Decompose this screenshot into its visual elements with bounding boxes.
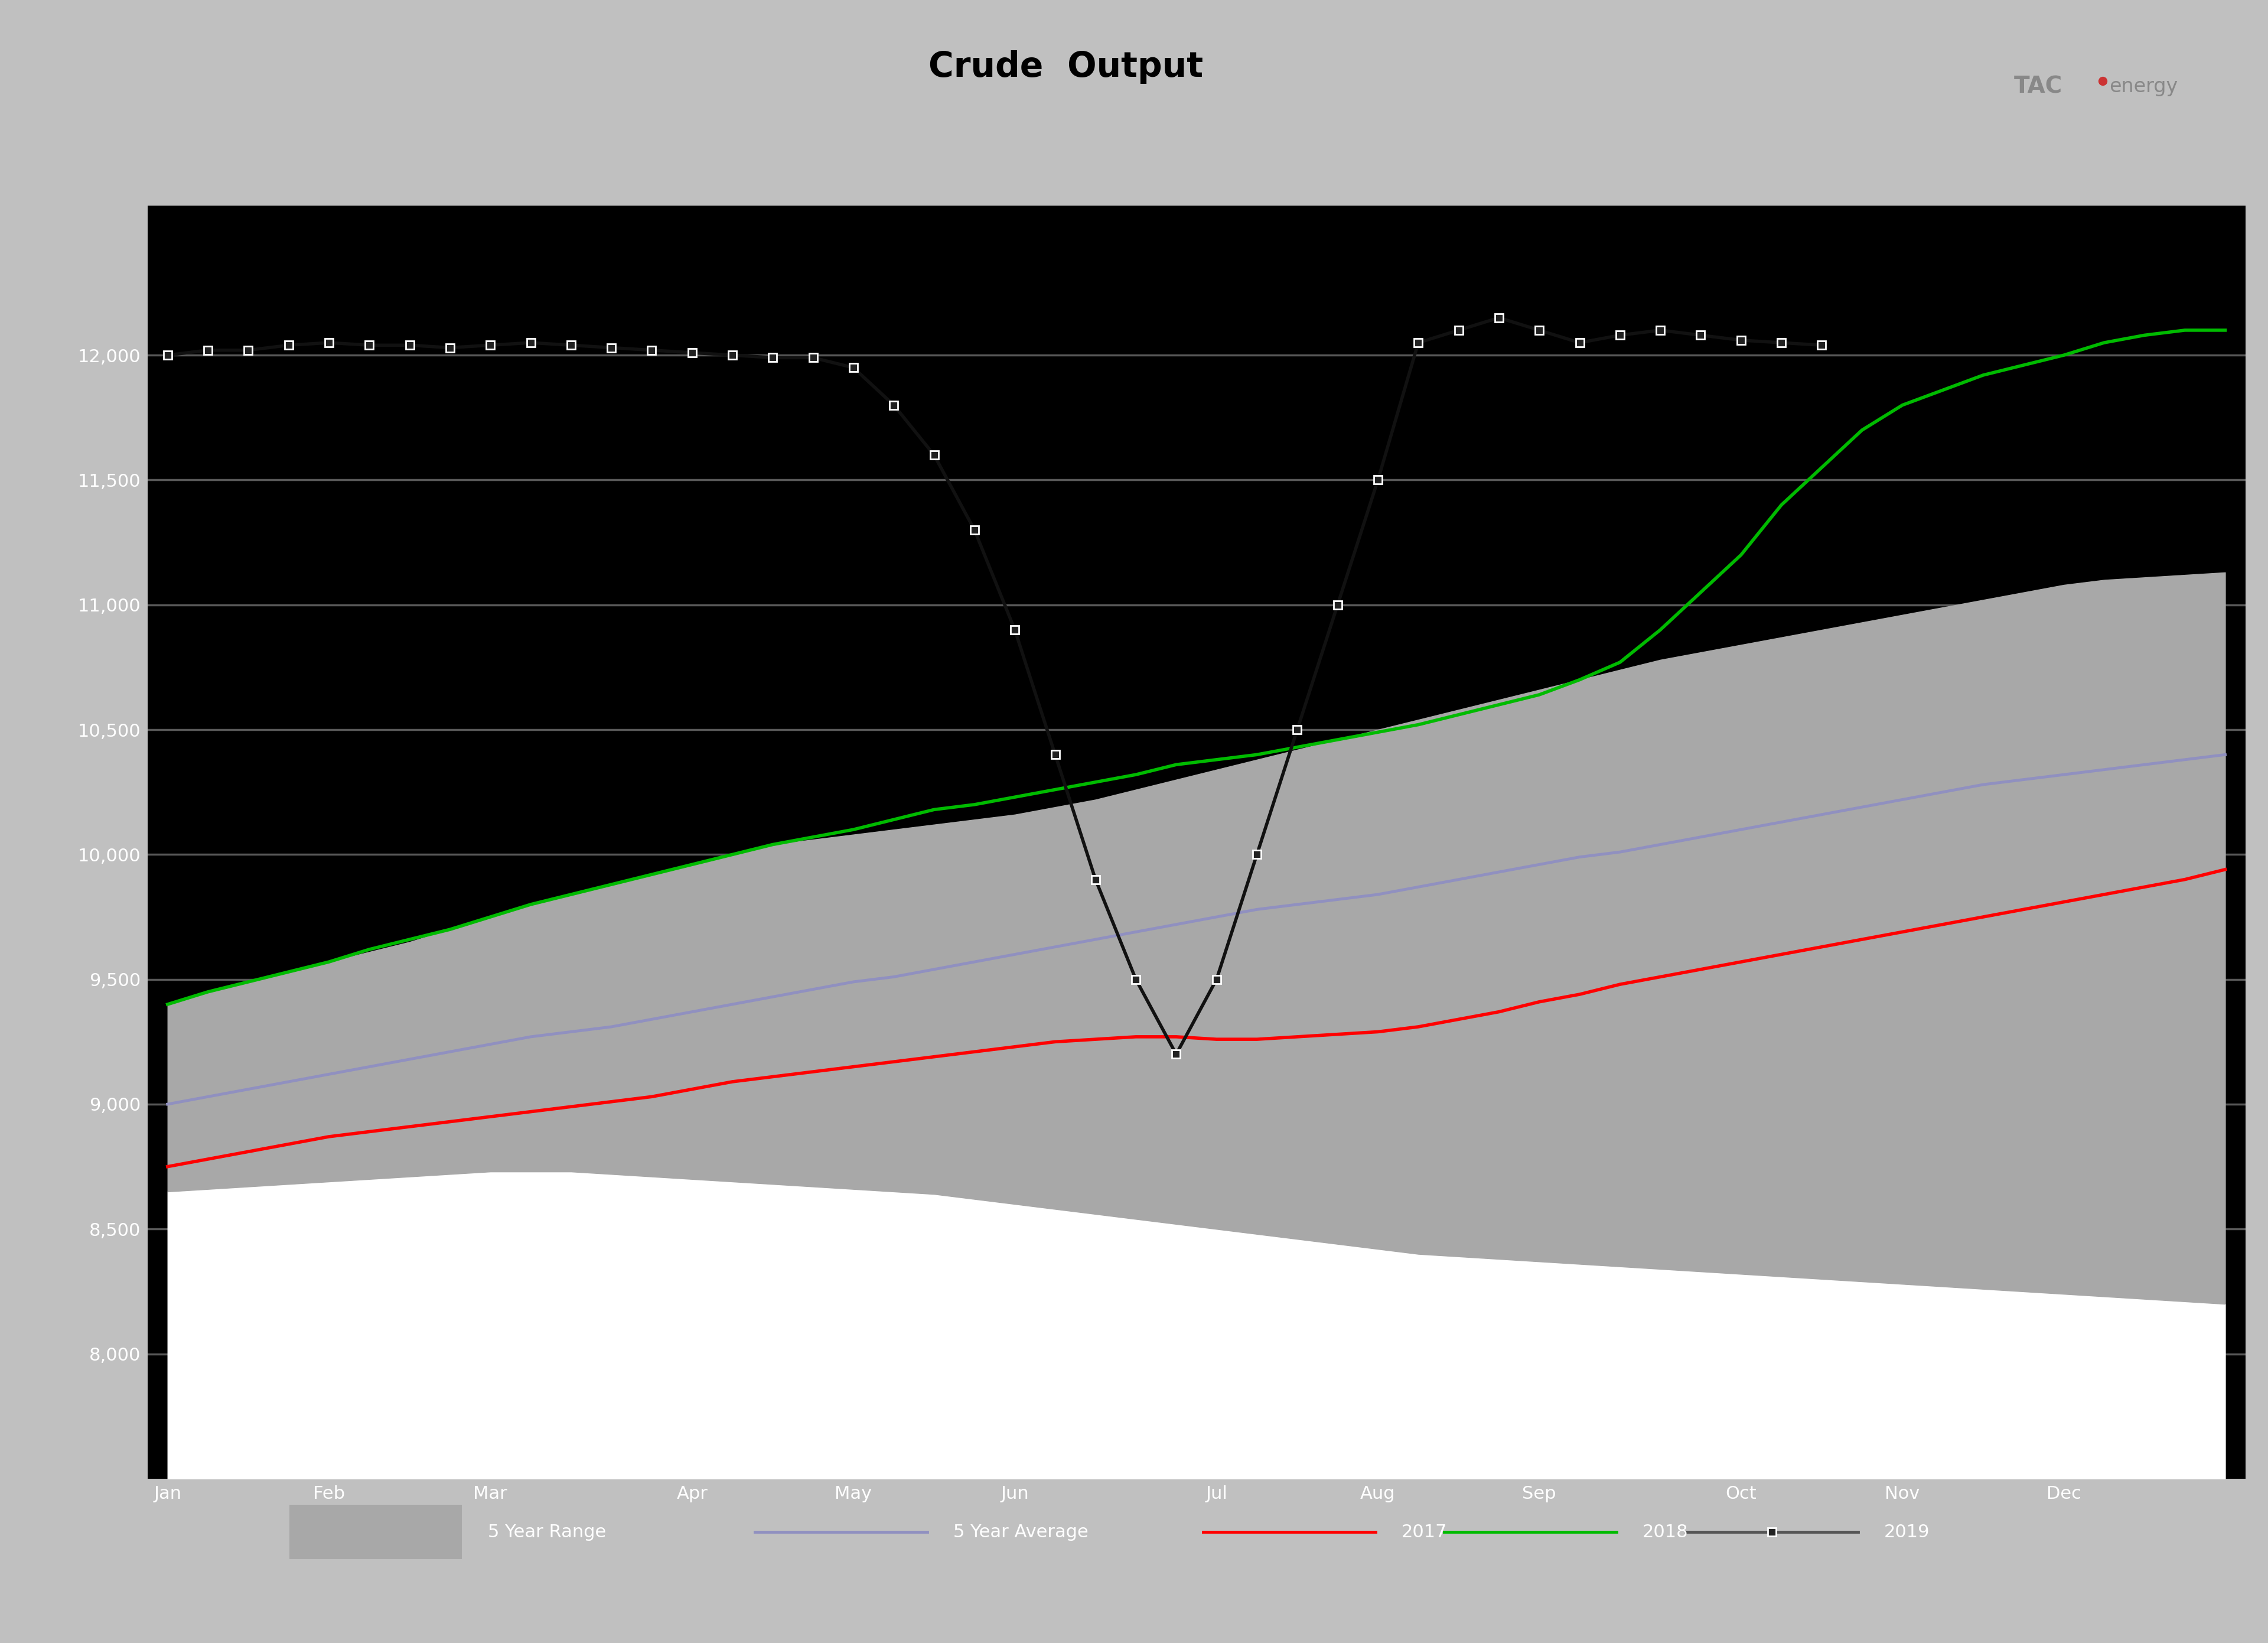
Text: 2018: 2018 xyxy=(1642,1523,1687,1541)
Text: 2019: 2019 xyxy=(1885,1523,1930,1541)
Text: 5 Year Average: 5 Year Average xyxy=(953,1523,1089,1541)
Text: TAC: TAC xyxy=(2014,76,2062,99)
Text: 5 Year Range: 5 Year Range xyxy=(488,1523,606,1541)
Text: energy: energy xyxy=(2109,77,2177,97)
Bar xyxy=(290,1505,463,1559)
Text: Crude  Output: Crude Output xyxy=(928,51,1204,84)
Text: 2017: 2017 xyxy=(1402,1523,1447,1541)
